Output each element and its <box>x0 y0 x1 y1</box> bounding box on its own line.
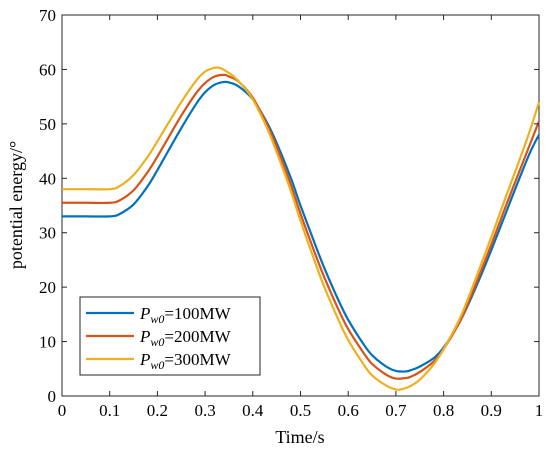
legend-item: Pw0=200MW <box>86 327 232 349</box>
x-tick-label: 0.8 <box>433 401 454 420</box>
x-tick-label: 0.4 <box>242 401 264 420</box>
x-tick-label: 0.6 <box>338 401 359 420</box>
legend-label: Pw0=200MW <box>139 327 232 349</box>
series-line-3 <box>62 66 541 392</box>
x-tick-label: 0.7 <box>385 401 407 420</box>
legend-item: Pw0=300MW <box>86 350 232 372</box>
x-tick-labels: 0 0.1 0.2 0.3 0.4 0.5 0.6 0.7 0.8 0.9 1 <box>58 401 544 420</box>
legend-label: Pw0=100MW <box>139 304 232 326</box>
x-tick-label: 0.1 <box>99 401 120 420</box>
y-tick-label: 60 <box>39 60 56 79</box>
series-layer <box>62 66 541 392</box>
legend-label: Pw0=300MW <box>139 350 232 372</box>
y-tick-label: 10 <box>39 333 56 352</box>
y-tick-label: 30 <box>39 224 56 243</box>
y-tick-label: 50 <box>39 115 56 134</box>
y-tick-label: 0 <box>48 387 57 406</box>
legend-item: Pw0=100MW <box>86 304 232 326</box>
y-tick-label: 20 <box>39 278 56 297</box>
x-tick-label: 0.5 <box>290 401 311 420</box>
x-axis-label: Time/s <box>275 427 324 447</box>
x-tick-label: 0.3 <box>194 401 215 420</box>
x-tick-label: 0.2 <box>147 401 168 420</box>
y-axis-label: potential energy/° <box>6 141 26 269</box>
y-tick-labels: 0 10 20 30 40 50 60 70 <box>39 6 56 406</box>
x-tick-label: 1 <box>535 401 544 420</box>
x-tick-label: 0 <box>58 401 67 420</box>
y-tick-label: 70 <box>39 6 56 25</box>
x-tick-label: 0.9 <box>481 401 502 420</box>
y-tick-label: 40 <box>39 169 56 188</box>
series-line-2 <box>62 73 541 380</box>
ticks-layer <box>61 14 540 397</box>
